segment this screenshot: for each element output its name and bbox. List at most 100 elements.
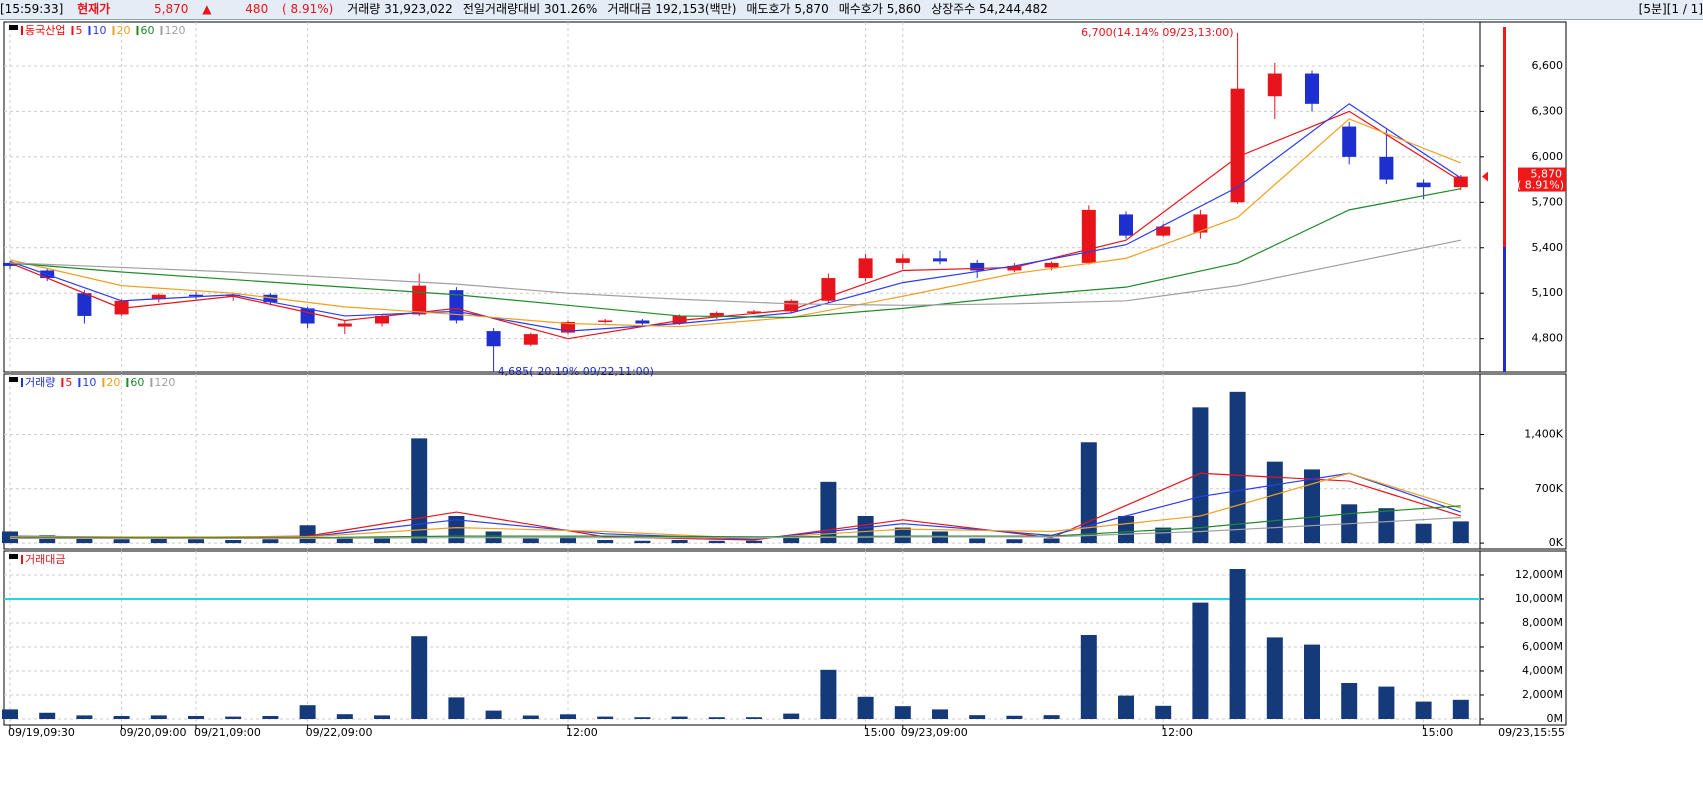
y-tick-label: 0M bbox=[1547, 712, 1564, 725]
ma-line bbox=[10, 472, 1461, 540]
bar bbox=[857, 696, 874, 719]
x-tick-label: 15:00 bbox=[1422, 726, 1454, 739]
candle-body bbox=[226, 294, 241, 297]
bar bbox=[522, 715, 539, 719]
bar bbox=[597, 540, 614, 544]
bar bbox=[708, 540, 725, 544]
bar bbox=[1378, 686, 1395, 719]
panel-title: 거래량 bbox=[25, 376, 55, 389]
last-price-box bbox=[1518, 167, 1566, 192]
bar bbox=[225, 716, 242, 719]
bar bbox=[76, 715, 93, 719]
bar bbox=[1452, 699, 1469, 719]
bar bbox=[150, 538, 167, 544]
header-item: 상장주수 54,244,482 bbox=[931, 2, 1048, 16]
bar bbox=[411, 636, 428, 719]
bar bbox=[820, 481, 837, 544]
period[interactable]: [5분][1 / 1] bbox=[1638, 2, 1703, 16]
bar bbox=[634, 540, 651, 544]
ma-line bbox=[9, 118, 1462, 328]
y-tick-label: 6,300 bbox=[1532, 104, 1564, 117]
legend-label: 10 bbox=[92, 24, 106, 37]
bar bbox=[448, 697, 465, 719]
y-tick-label: 8,000M bbox=[1522, 616, 1563, 629]
legend-label: 5 bbox=[75, 24, 82, 37]
bar bbox=[1118, 695, 1134, 719]
candle-body bbox=[635, 320, 650, 324]
y-tick-label: 4,000M bbox=[1522, 664, 1563, 677]
price-range-bar-red bbox=[1503, 27, 1506, 247]
bar bbox=[113, 539, 130, 544]
bar bbox=[374, 715, 390, 719]
bar bbox=[150, 715, 167, 719]
bar bbox=[522, 538, 539, 544]
panel-title: 동국산업 bbox=[25, 24, 65, 37]
legend-swatch bbox=[61, 378, 64, 387]
bar bbox=[1415, 701, 1432, 719]
legend-swatch bbox=[160, 26, 163, 35]
bar bbox=[1006, 715, 1023, 719]
candle-body bbox=[858, 258, 873, 279]
candle-body bbox=[933, 258, 947, 262]
candle-body bbox=[709, 312, 724, 316]
candle-body bbox=[1416, 182, 1431, 188]
candle-body bbox=[77, 293, 92, 316]
candle-body bbox=[1193, 214, 1208, 233]
candle-body bbox=[747, 311, 761, 313]
bar bbox=[1304, 644, 1320, 719]
header-item: 매수호가 5,860 bbox=[838, 2, 922, 16]
candle-body bbox=[523, 334, 538, 345]
candle-body bbox=[1342, 126, 1357, 157]
bar bbox=[1192, 602, 1209, 719]
x-tick-label: 09/22,09:00 bbox=[306, 726, 373, 739]
legend-label: 20 bbox=[116, 24, 130, 37]
legend-swatch bbox=[21, 378, 23, 387]
y-tick-label: 10,000M bbox=[1515, 592, 1563, 605]
candle-body bbox=[1044, 262, 1059, 268]
bar bbox=[1118, 515, 1134, 544]
bar bbox=[708, 717, 725, 719]
candle-body bbox=[151, 294, 166, 300]
bar bbox=[485, 710, 502, 719]
bar bbox=[746, 540, 762, 544]
x-end-label: 09/23,15:55 bbox=[1498, 726, 1565, 739]
legend-swatch bbox=[78, 378, 81, 387]
y-tick-label: 5,100 bbox=[1532, 286, 1564, 299]
legend-icon bbox=[9, 377, 18, 382]
y-tick-label: 700K bbox=[1535, 482, 1564, 495]
candle-body bbox=[300, 308, 315, 324]
legend-label: 5 bbox=[65, 376, 72, 389]
bar bbox=[857, 515, 874, 544]
legend-label: 60 bbox=[130, 376, 144, 389]
y-tick-label: 5,400 bbox=[1532, 241, 1564, 254]
candle-body bbox=[561, 322, 575, 333]
bar bbox=[1304, 469, 1320, 544]
last-price-arrow bbox=[1482, 171, 1488, 182]
axis-frame bbox=[1479, 373, 1567, 550]
y-tick-label: 4,800 bbox=[1532, 332, 1564, 345]
bar bbox=[597, 716, 614, 719]
axis-frame bbox=[1479, 550, 1567, 726]
y-tick-label: 6,600 bbox=[1532, 59, 1564, 72]
header-item: 매도호가 5,870 bbox=[746, 2, 829, 16]
bar bbox=[1378, 508, 1395, 544]
bar bbox=[894, 706, 911, 719]
ma-line bbox=[9, 188, 1461, 319]
price-range-bar-blue bbox=[1503, 247, 1506, 372]
bar bbox=[1415, 523, 1432, 544]
legend-swatch bbox=[21, 555, 23, 564]
ma-line bbox=[10, 516, 1461, 540]
bar bbox=[1080, 442, 1097, 544]
bar bbox=[1229, 569, 1246, 719]
candle-body bbox=[1007, 265, 1022, 271]
bar bbox=[746, 717, 762, 719]
x-tick-label: 09/21,09:00 bbox=[194, 726, 261, 739]
bar bbox=[820, 669, 837, 719]
x-tick-label: 12:00 bbox=[566, 726, 598, 739]
y-tick-label: 2,000M bbox=[1522, 688, 1563, 701]
header-bar: [15:59:33] 현재가 5,870 ▲ 480 ( 8.91%) 거래량 … bbox=[0, 0, 1703, 20]
candle-body bbox=[1081, 209, 1096, 263]
candle-body bbox=[1305, 73, 1319, 104]
legend-label: 10 bbox=[82, 376, 96, 389]
